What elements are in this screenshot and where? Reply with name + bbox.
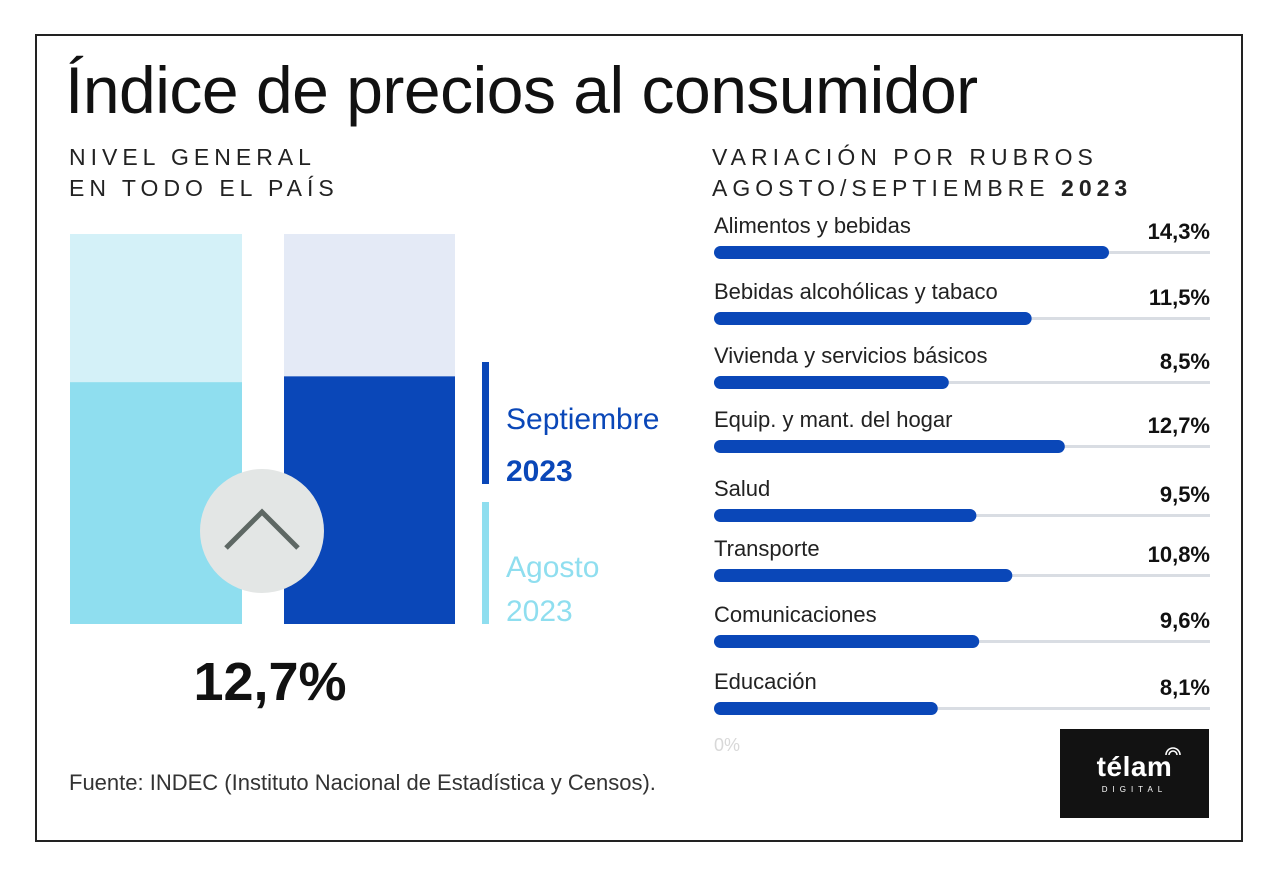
rubro-label: Transporte bbox=[714, 536, 820, 561]
rubro-bar bbox=[714, 376, 949, 389]
rubro-track bbox=[714, 707, 1210, 710]
right-subtitle-year: 2023 bbox=[1061, 175, 1133, 201]
rubro-label: Salud bbox=[714, 476, 770, 501]
left-subtitle-line2: EN TODO EL PAÍS bbox=[69, 175, 339, 201]
rubro-value: 8,1% bbox=[1160, 675, 1210, 700]
legend-marker-septiembre bbox=[482, 362, 489, 484]
rubro-bar bbox=[714, 246, 1109, 259]
rubro-bar bbox=[714, 635, 980, 648]
rubro-value: 9,5% bbox=[1160, 482, 1210, 507]
right-subtitle-line2: AGOSTO/SEPTIEMBRE 2023 bbox=[712, 173, 1132, 204]
rubro-value: 8,5% bbox=[1160, 349, 1210, 374]
rubro-bar bbox=[714, 702, 938, 715]
rubro-label: Educación bbox=[714, 669, 817, 694]
rubro-label: Vivienda y servicios básicos bbox=[714, 343, 988, 368]
rubro-value: 9,6% bbox=[1160, 608, 1210, 633]
legend-label-agosto: Agosto bbox=[506, 551, 600, 584]
rubro-value: 12,7% bbox=[1148, 413, 1210, 438]
rubro-bar bbox=[714, 440, 1065, 453]
chevron-circle bbox=[200, 469, 324, 593]
logo-subtext: DIGITAL bbox=[1101, 785, 1168, 794]
legend-year-septiembre: 2023 bbox=[506, 455, 573, 488]
right-subtitle-prefix: AGOSTO/SEPTIEMBRE bbox=[712, 175, 1062, 201]
infographic-frame bbox=[35, 34, 1243, 842]
signal-icon bbox=[1165, 747, 1181, 756]
page-title: Índice de precios al consumidor bbox=[65, 53, 978, 127]
rubro-value: 11,5% bbox=[1149, 285, 1210, 310]
legend-year-agosto: 2023 bbox=[506, 595, 573, 628]
rubro-bar bbox=[714, 569, 1013, 582]
right-subtitle-line1: VARIACIÓN POR RUBROS bbox=[712, 144, 1098, 170]
rubro-label: Equip. y mant. del hogar bbox=[714, 407, 952, 432]
rubro-label: Comunicaciones bbox=[714, 602, 877, 627]
source-note: Fuente: INDEC (Instituto Nacional de Est… bbox=[69, 770, 656, 795]
headline-value: 12,7% bbox=[193, 652, 347, 712]
rubro-value: 10,8% bbox=[1148, 542, 1210, 567]
telam-logo: télam DIGITAL bbox=[1060, 729, 1209, 818]
rubro-value: 14,3% bbox=[1148, 219, 1210, 244]
rubro-bar bbox=[714, 509, 977, 522]
legend-marker-agosto bbox=[482, 502, 489, 624]
chevron-up-icon bbox=[200, 469, 324, 593]
rubro-track bbox=[714, 381, 1210, 384]
rubro-label: Alimentos y bebidas bbox=[714, 213, 911, 238]
left-subtitle-line1: NIVEL GENERAL bbox=[69, 144, 316, 170]
legend-label-septiembre: Septiembre bbox=[506, 403, 660, 436]
rubro-bar bbox=[714, 312, 1032, 325]
chevron-stroke bbox=[224, 508, 300, 550]
rubro-label: Bebidas alcohólicas y tabaco bbox=[714, 279, 998, 304]
axis-zero-label: 0% bbox=[714, 735, 740, 755]
logo-text: télam bbox=[1096, 751, 1173, 782]
